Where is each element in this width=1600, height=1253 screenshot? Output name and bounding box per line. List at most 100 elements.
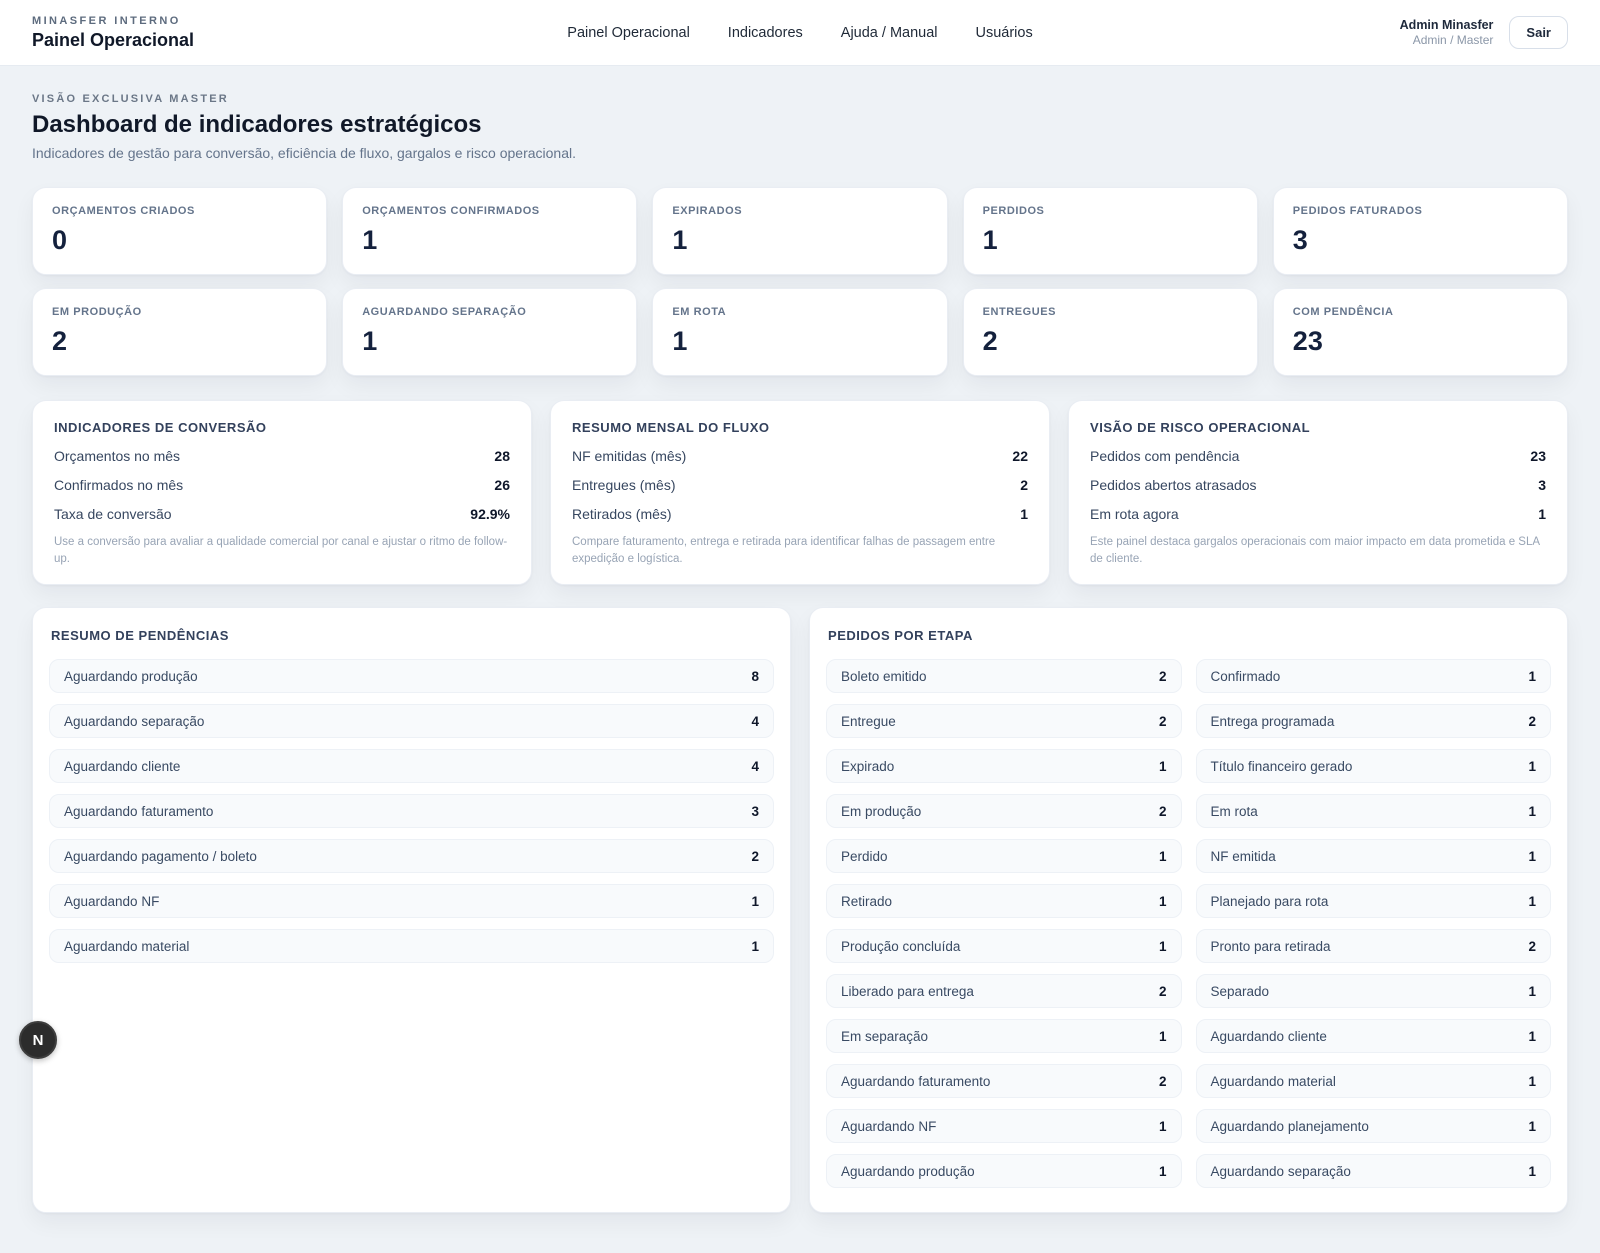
item-value: 2 [751, 848, 759, 864]
item-value: 2 [1158, 668, 1167, 684]
list-item: Aguardando material 1 [1195, 1064, 1551, 1099]
item-label: Aguardando NF [64, 893, 160, 909]
kv-value: 22 [1012, 448, 1028, 464]
kv-value: 28 [494, 448, 510, 464]
item-label: Aguardando planejamento [1210, 1118, 1369, 1134]
kv-row: Pedidos com pendência 23 [1090, 448, 1546, 464]
item-value: 2 [1528, 938, 1536, 954]
list-item: Liberado para entrega 2 [826, 974, 1182, 1009]
item-label: Aguardando material [1210, 1073, 1336, 1089]
nav-painel-operacional[interactable]: Painel Operacional [567, 24, 690, 41]
user-info: Admin Minasfer Admin / Master [1400, 17, 1494, 49]
item-value: 4 [751, 758, 759, 774]
list-item: Aguardando cliente 1 [1195, 1019, 1551, 1054]
item-value: 1 [1158, 1028, 1167, 1044]
list-item: Aguardando faturamento 2 [826, 1064, 1182, 1099]
kv-label: Taxa de conversão [54, 506, 172, 522]
item-label: Expirado [841, 758, 895, 774]
stat-value: 1 [362, 225, 378, 255]
stat-card-expirados: EXPIRADOS 1 [652, 187, 948, 275]
stat-card-em-rota: EM ROTA 1 [652, 288, 948, 376]
item-value: 1 [1528, 1118, 1536, 1134]
item-label: Perdido [841, 848, 888, 864]
brand-eyebrow: MINASFER INTERNO [32, 14, 181, 27]
item-label: Aguardando faturamento [841, 1073, 991, 1089]
item-value: 2 [1158, 713, 1167, 729]
kv-value: 2 [1020, 477, 1028, 493]
item-value: 2 [1158, 803, 1167, 819]
list-item: Entregue 2 [826, 704, 1182, 739]
kv-value: 3 [1538, 477, 1546, 493]
card-note: Este painel destaca gargalos operacionai… [1090, 536, 1540, 565]
item-value: 1 [1528, 758, 1536, 774]
panel-resumo-pendencias: RESUMO DE PENDÊNCIAS Aguardando produção… [32, 607, 791, 1214]
kv-label: Pedidos com pendência [1090, 448, 1240, 464]
list-item: Planejado para rota 1 [1195, 884, 1551, 919]
kv-label: Entregues (mês) [572, 477, 676, 493]
stat-card-orcamentos-criados: ORÇAMENTOS CRIADOS 0 [32, 187, 328, 275]
stat-card-entregues: ENTREGUES 2 [962, 288, 1258, 376]
stat-card-pedidos-faturados: PEDIDOS FATURADOS 3 [1272, 187, 1568, 275]
item-value: 1 [1528, 893, 1536, 909]
nav-ajuda-manual[interactable]: Ajuda / Manual [840, 24, 938, 41]
pendencias-list: Aguardando produção 8 Aguardando separaç… [49, 659, 774, 964]
insight-cards-grid: INDICADORES DE CONVERSÃO Orçamentos no m… [32, 400, 1568, 586]
item-value: 1 [1158, 758, 1167, 774]
item-label: NF emitida [1210, 848, 1276, 864]
item-label: Aguardando separação [1210, 1163, 1351, 1179]
item-value: 1 [1158, 893, 1167, 909]
list-item: Aguardando separação 1 [1195, 1154, 1551, 1189]
item-value: 2 [1158, 983, 1167, 999]
kv-value: 23 [1530, 448, 1546, 464]
card-note: Use a conversão para avaliar a qualidade… [54, 536, 508, 565]
item-label: Produção concluída [841, 938, 961, 954]
card-indicadores-conversao: INDICADORES DE CONVERSÃO Orçamentos no m… [32, 400, 532, 586]
list-item: Em rota 1 [1195, 794, 1551, 829]
kv-row: Pedidos abertos atrasados 3 [1090, 477, 1546, 493]
item-label: Aguardando faturamento [64, 803, 214, 819]
item-value: 1 [751, 893, 759, 909]
panel-title: PEDIDOS POR ETAPA [828, 628, 973, 644]
list-item: Em produção 2 [826, 794, 1182, 829]
list-item: Expirado 1 [826, 749, 1182, 784]
item-label: Em separação [841, 1028, 929, 1044]
logout-button[interactable]: Sair [1509, 16, 1568, 49]
page-head: VISÃO EXCLUSIVA MASTER Dashboard de indi… [32, 93, 1568, 161]
card-resumo-mensal-fluxo: RESUMO MENSAL DO FLUXO NF emitidas (mês)… [550, 400, 1050, 586]
stat-card-em-producao: EM PRODUÇÃO 2 [32, 288, 328, 376]
card-title: RESUMO MENSAL DO FLUXO [572, 420, 770, 435]
stat-label: COM PENDÊNCIA [1292, 306, 1394, 318]
page-subtitle: Indicadores de gestão para conversão, ef… [32, 145, 576, 161]
stat-card-perdidos: PERDIDOS 1 [962, 187, 1258, 275]
item-label: Aguardando pagamento / boleto [64, 848, 257, 864]
item-label: Em rota [1210, 803, 1258, 819]
card-title: VISÃO DE RISCO OPERACIONAL [1090, 420, 1311, 435]
page-title: Dashboard de indicadores estratégicos [32, 111, 482, 138]
kv-label: Em rota agora [1090, 506, 1179, 522]
nav-indicadores[interactable]: Indicadores [727, 24, 803, 41]
stat-label: ORÇAMENTOS CRIADOS [52, 205, 195, 217]
nav-usuarios[interactable]: Usuários [975, 24, 1033, 41]
kv-row: Entregues (mês) 2 [572, 477, 1028, 493]
top-bar: MINASFER INTERNO Painel Operacional Pain… [0, 0, 1600, 66]
brand-title: Painel Operacional [32, 29, 195, 50]
kv-row: NF emitidas (mês) 22 [572, 448, 1028, 464]
card-title: INDICADORES DE CONVERSÃO [54, 420, 267, 435]
list-item: Aguardando NF 1 [49, 884, 774, 919]
item-value: 1 [1158, 1163, 1167, 1179]
stat-cards-grid: ORÇAMENTOS CRIADOS 0 ORÇAMENTOS CONFIRMA… [32, 187, 1568, 376]
page-eyebrow: VISÃO EXCLUSIVA MASTER [32, 93, 229, 105]
floating-widget-button[interactable]: N [19, 1021, 57, 1059]
stat-card-com-pendencia: COM PENDÊNCIA 23 [1272, 288, 1568, 376]
stat-value: 1 [672, 225, 688, 255]
kv-label: Orçamentos no mês [54, 448, 181, 464]
item-label: Pronto para retirada [1210, 938, 1331, 954]
item-value: 8 [751, 668, 759, 684]
item-value: 1 [1528, 668, 1536, 684]
item-label: Aguardando separação [64, 713, 205, 729]
stat-label: PEDIDOS FATURADOS [1292, 205, 1423, 217]
item-value: 1 [1528, 1163, 1536, 1179]
item-value: 1 [1528, 1028, 1536, 1044]
item-label: Aguardando cliente [64, 758, 181, 774]
stat-value: 1 [362, 326, 378, 356]
